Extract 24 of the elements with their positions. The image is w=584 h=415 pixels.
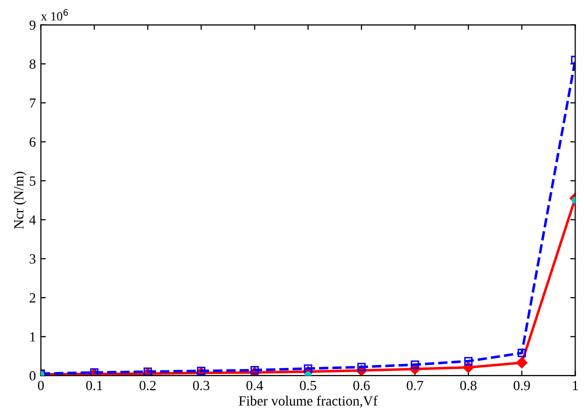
- x-tick-label: 0: [38, 380, 44, 390]
- x-tick-label: 0.6: [353, 380, 370, 390]
- y-tick-label: 0: [30, 371, 36, 381]
- x-tick-label: 0.9: [514, 380, 530, 390]
- text: x 10$^{6}$: [40, 9, 68, 21]
- y-tick-label: 6: [30, 137, 36, 147]
- x-tick-label: 0.3: [193, 380, 210, 390]
- x-tick-label: 0.4: [246, 380, 264, 390]
- x-tick-label: 0.2: [140, 380, 156, 390]
- x-tick-label: 0.7: [406, 380, 424, 390]
- x-tick-label: 0.1: [86, 380, 102, 390]
- x-axis-title: Fiber volume fraction,Vf: [238, 396, 378, 408]
- y-tick-label: 4: [29, 215, 36, 225]
- y-axis-title: Ncr (N/m): [14, 172, 26, 229]
- x-tick-label: 0.5: [300, 380, 316, 390]
- y-tick-label: 2: [30, 293, 36, 302]
- x-tick-label: 0.8: [460, 380, 477, 390]
- y-tick-label: 9: [30, 20, 36, 30]
- y-tick-label: 8: [30, 59, 36, 69]
- x-tick-label: 1: [572, 380, 578, 390]
- y-tick-label: 3: [30, 254, 36, 264]
- y-tick-label: 1: [30, 332, 36, 342]
- y-tick-label: 5: [30, 176, 36, 186]
- y-tick-label: 7: [30, 98, 36, 108]
